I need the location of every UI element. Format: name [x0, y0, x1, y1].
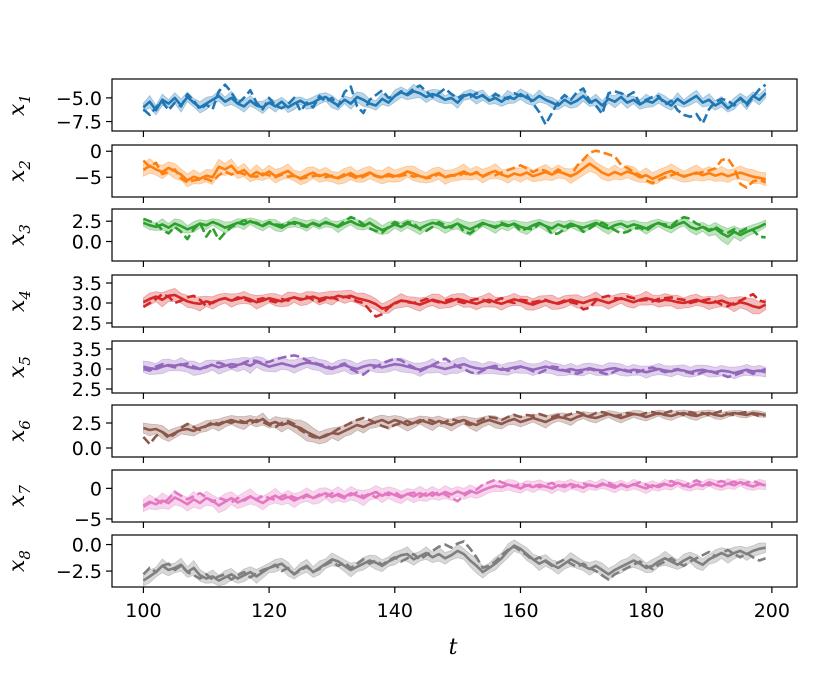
panel-plot-area — [142, 539, 767, 587]
panel-plot-area — [142, 409, 766, 446]
panel-frame — [111, 404, 798, 458]
mean-line — [143, 411, 766, 440]
y-tick-label: −7.5 — [56, 112, 102, 134]
sample-line — [142, 292, 766, 318]
panel-frame — [111, 274, 798, 328]
x-tick-label: 140 — [377, 600, 413, 622]
confidence-band — [142, 478, 766, 514]
y-tick-label: 0.0 — [72, 438, 102, 460]
y-tick-label: −5 — [74, 509, 102, 531]
y-axis-label: x7 — [5, 485, 34, 507]
confidence-band — [142, 216, 766, 246]
y-axis-label: x8 — [5, 550, 34, 572]
panel-frame — [111, 208, 798, 262]
sample-line — [142, 540, 767, 581]
y-axis-label: x4 — [5, 290, 34, 312]
mean-line — [142, 219, 767, 238]
y-axis-label: x6 — [5, 420, 34, 442]
panel-x3: 2.50.0 x3 — [5, 208, 798, 267]
panel-plot-area — [142, 478, 766, 514]
mean-line — [142, 90, 767, 112]
panel-x8: 0.0 −2.5 x8 — [5, 534, 798, 593]
panel-x1: −5.0−7.5 x1 — [5, 78, 798, 137]
x-tick-label: 200 — [754, 600, 790, 622]
panel-frame — [111, 78, 798, 132]
y-axis-label: x5 — [5, 356, 34, 378]
y-axis-label: x3 — [5, 224, 34, 246]
mean-line — [142, 480, 766, 507]
y-tick-label: 2.5 — [72, 413, 102, 435]
x-tick-label: 180 — [628, 600, 664, 622]
y-tick-label: 2.5 — [72, 313, 102, 335]
panel-frame — [111, 144, 798, 198]
y-tick-label: 3.0 — [72, 359, 102, 381]
x-tick-label: 100 — [125, 600, 161, 622]
panel-x6: 2.5 0.0 x6 — [5, 404, 798, 463]
y-tick-label: 0 — [90, 141, 102, 163]
panel-plot-area — [142, 215, 767, 246]
x-axis-label: t — [449, 635, 458, 660]
panel-plot-area — [142, 354, 767, 380]
y-axis-label: x2 — [5, 160, 34, 182]
panel-plot-area — [142, 287, 767, 318]
y-tick-label: 2.5 — [72, 211, 102, 233]
panel-frame — [111, 340, 798, 394]
mean-line — [143, 360, 766, 375]
x-tick-label: 120 — [251, 600, 287, 622]
x-tick-label: 160 — [502, 600, 538, 622]
y-tick-label: 3.5 — [72, 339, 102, 361]
panel-x2: 0 −5 x2 — [5, 141, 798, 203]
panel-x4: 3.53.02.5 x4 — [5, 273, 798, 335]
y-tick-label: 0 — [90, 478, 102, 500]
y-tick-label: −2.5 — [56, 561, 102, 583]
panel-frame — [111, 469, 798, 523]
y-tick-label: 3.5 — [72, 273, 102, 295]
mean-line — [142, 293, 767, 310]
mean-line — [142, 162, 766, 182]
panel-plot-area — [142, 149, 767, 189]
y-tick-label: −5.0 — [56, 88, 102, 110]
y-axis-label: x1 — [5, 94, 34, 116]
y-tick-label: 2.5 — [72, 379, 102, 401]
panel-frame — [111, 534, 798, 588]
panel-x7: 0 −5 x7 — [5, 469, 798, 531]
panel-x5: 3.53.02.5 x5 — [5, 339, 798, 401]
panel-plot-area — [142, 83, 767, 126]
y-tick-label: 0.0 — [72, 232, 102, 254]
sample-line — [142, 409, 766, 446]
y-tick-label: 0.0 — [72, 535, 102, 557]
y-tick-label: −5 — [74, 167, 102, 189]
confidence-band — [142, 409, 766, 445]
y-tick-label: 3.0 — [72, 293, 102, 315]
mean-line — [142, 544, 766, 582]
